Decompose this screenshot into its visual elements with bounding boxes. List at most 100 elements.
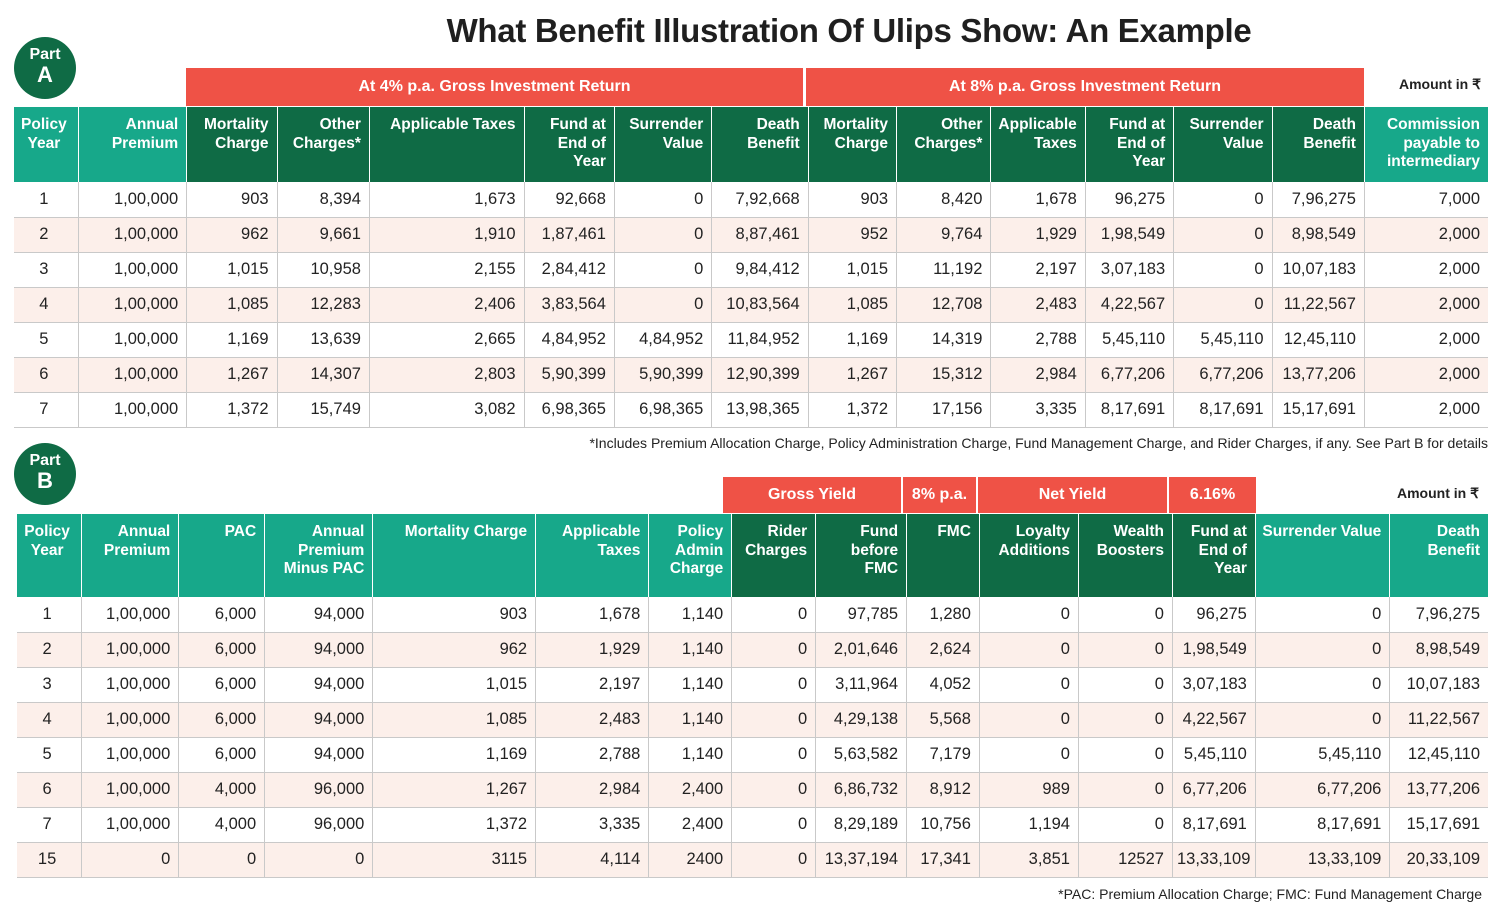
- column-header: Applicable Taxes: [535, 514, 650, 597]
- table-cell: 0: [1173, 182, 1273, 218]
- table-cell: 4,114: [535, 842, 650, 878]
- table-cell: 6,98,365: [524, 392, 615, 428]
- column-header: FMC: [906, 514, 980, 597]
- table-cell: 13,77,206: [1272, 357, 1365, 393]
- table-cell: 5: [14, 322, 79, 358]
- table-cell: 3,851: [979, 842, 1079, 878]
- table-cell: 6,000: [178, 667, 266, 703]
- table-cell: 3,07,183: [1172, 667, 1256, 703]
- table-cell: 0: [731, 807, 817, 843]
- table-cell: 11,84,952: [711, 322, 809, 358]
- table-cell: 0: [731, 597, 817, 633]
- table-cell: 13,639: [277, 322, 370, 358]
- table-cell: 1,00,000: [78, 392, 188, 428]
- column-header: Annual Premium: [78, 107, 188, 182]
- table-cell: 4,052: [906, 667, 980, 703]
- table-row: 15 0 0 0 3115 4,114 2400 0 13,37,194 17,341 3,851 1…: [17, 842, 1488, 878]
- table-cell: 1,00,000: [78, 287, 188, 323]
- table-cell: 4,84,952: [524, 322, 615, 358]
- column-header: Annual Premium Minus PAC: [264, 514, 374, 597]
- table-cell: 7: [14, 392, 79, 428]
- table-cell: 0: [1255, 667, 1391, 703]
- table-cell: 1,140: [648, 597, 733, 633]
- table-cell: 1,678: [990, 182, 1086, 218]
- table-cell: 2,406: [369, 287, 525, 323]
- table-cell: 13,37,194: [815, 842, 908, 878]
- table-cell: 6,86,732: [815, 772, 908, 808]
- part-b-table: Policy Year Annual Premium PAC Annual Premi…: [17, 514, 1488, 878]
- table-row: 5 1,00,000 1,169 13,639 2,665 4,84,952 4,84,95…: [14, 322, 1488, 358]
- table-cell: 7,96,275: [1272, 182, 1365, 218]
- table-cell: 4,29,138: [815, 702, 908, 738]
- table-cell: 10,07,183: [1272, 252, 1365, 288]
- table-cell: 13,98,365: [711, 392, 809, 428]
- table-cell: 10,83,564: [711, 287, 809, 323]
- table-cell: 0: [1255, 632, 1391, 668]
- table-cell: 1,372: [186, 392, 278, 428]
- table-cell: 3,335: [535, 807, 650, 843]
- table-cell: 0: [178, 842, 266, 878]
- table-cell: 1,00,000: [81, 702, 180, 738]
- table-cell: 0: [979, 597, 1079, 633]
- part-a-header-row: Policy Year Annual Premium Mortality Charg…: [14, 107, 1488, 182]
- table-cell: 2,788: [535, 737, 650, 773]
- table-cell: 0: [731, 772, 817, 808]
- table-cell: 1,00,000: [81, 632, 180, 668]
- table-cell: 8,98,549: [1272, 217, 1365, 253]
- column-header: Wealth Boosters: [1078, 514, 1173, 597]
- column-header: Applicable Taxes: [369, 107, 525, 182]
- table-cell: 12527: [1078, 842, 1173, 878]
- table-row: 4 1,00,000 1,085 12,283 2,406 3,83,564 0 10,83,…: [14, 287, 1488, 323]
- part-a-badge: Part A: [14, 37, 76, 99]
- table-cell: 0: [1078, 597, 1173, 633]
- table-cell: 0: [731, 842, 817, 878]
- table-cell: 3,335: [990, 392, 1086, 428]
- table-cell: 4,22,567: [1172, 702, 1256, 738]
- table-cell: 1,140: [648, 737, 733, 773]
- table-cell: 11,22,567: [1272, 287, 1365, 323]
- table-cell: 3,082: [369, 392, 525, 428]
- table-cell: 0: [614, 217, 713, 253]
- column-header: PAC: [178, 514, 266, 597]
- table-cell: 8,420: [896, 182, 992, 218]
- table-cell: 4,000: [178, 807, 266, 843]
- table-cell: 2,000: [1364, 217, 1488, 253]
- table-cell: 1: [14, 182, 79, 218]
- table-cell: 0: [1255, 597, 1391, 633]
- band-gross-yield: Gross Yield: [723, 477, 901, 513]
- table-row: 1 1,00,000 6,000 94,000 903 1,678 1,140 0 97,785…: [17, 597, 1488, 633]
- table-cell: 0: [81, 842, 180, 878]
- table-cell: 7,96,275: [1389, 597, 1488, 633]
- table-row: 7 1,00,000 1,372 15,749 3,082 6,98,365 6,98,36…: [14, 392, 1488, 428]
- table-cell: 94,000: [264, 737, 374, 773]
- table-cell: 0: [979, 702, 1079, 738]
- table-cell: 1,372: [808, 392, 898, 428]
- table-cell: 1,015: [372, 667, 537, 703]
- table-cell: 5,568: [906, 702, 980, 738]
- table-row: 3 1,00,000 1,015 10,958 2,155 2,84,412 0 9,84,4…: [14, 252, 1488, 288]
- table-cell: 1,00,000: [78, 322, 188, 358]
- table-cell: 3,11,964: [815, 667, 908, 703]
- table-cell: 8,29,189: [815, 807, 908, 843]
- table-cell: 0: [731, 667, 817, 703]
- table-cell: 962: [186, 217, 278, 253]
- table-cell: 0: [1173, 252, 1273, 288]
- column-header: Fund at End of Year: [1085, 107, 1175, 182]
- table-cell: 0: [1173, 217, 1273, 253]
- table-cell: 3,07,183: [1085, 252, 1175, 288]
- table-cell: 2,197: [990, 252, 1086, 288]
- table-cell: 1,98,549: [1085, 217, 1175, 253]
- table-cell: 2,84,412: [524, 252, 615, 288]
- table-cell: 2,788: [990, 322, 1086, 358]
- table-cell: 3115: [372, 842, 537, 878]
- table-cell: 6,000: [178, 632, 266, 668]
- table-cell: 12,283: [277, 287, 370, 323]
- table-cell: 0: [264, 842, 374, 878]
- table-cell: 1: [17, 597, 83, 633]
- table-cell: 9,661: [277, 217, 370, 253]
- table-cell: 96,000: [264, 807, 374, 843]
- table-cell: 10,958: [277, 252, 370, 288]
- table-cell: 7: [17, 807, 83, 843]
- table-cell: 1,00,000: [78, 217, 188, 253]
- table-cell: 15,17,691: [1272, 392, 1365, 428]
